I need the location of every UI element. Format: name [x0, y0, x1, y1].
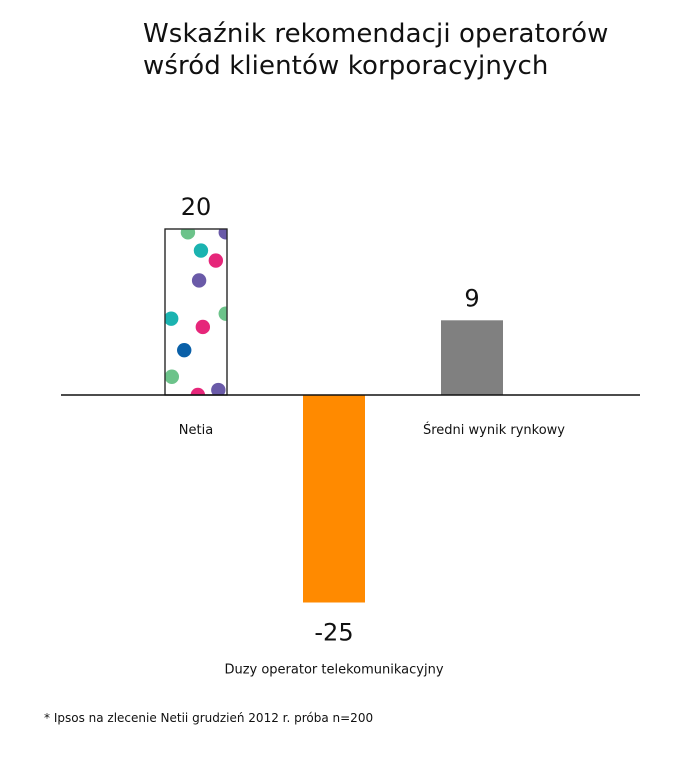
category-label-netia: Netia — [179, 423, 213, 438]
netia-dot — [195, 319, 211, 335]
netia-dot — [165, 311, 179, 326]
netia-dot — [208, 253, 224, 268]
value-label-duzy-operator-telekomunikacyjny: -25 — [314, 619, 353, 647]
bar-chart: 20 Netia -25 Duzy operator telekomunikacyjn… — [61, 193, 640, 678]
netia-dot — [191, 273, 207, 288]
category-label-sredni-wynik-rynkowy: Średni wynik rynkowy — [423, 422, 565, 438]
source-footnote: * Ipsos na zlecenie Netii grudzień 2012 … — [44, 711, 374, 725]
chart-title-line-1: Wskaźnik rekomendacji operatorów — [143, 19, 609, 49]
chart-title: Wskaźnik rekomendacji operatorów wśród k… — [143, 18, 608, 82]
netia-dot — [218, 229, 227, 240]
bar-duzy-operator-telekomunikacyjny — [303, 395, 365, 603]
netia-dot — [180, 229, 196, 240]
netia-dot — [165, 369, 180, 384]
netia-dot — [211, 382, 226, 395]
netia-dot — [177, 342, 192, 358]
bar-sredni-wynik-rynkowy — [441, 320, 503, 395]
value-label-sredni-wynik-rynkowy: 9 — [464, 284, 479, 312]
bars-group — [164, 228, 503, 603]
netia-dot — [193, 243, 209, 258]
netia-dot — [218, 306, 227, 321]
netia-dot — [190, 387, 206, 395]
value-label-netia: 20 — [181, 193, 212, 221]
netia-dot-pattern — [165, 229, 227, 395]
chart-title-line-2: wśród klientów korporacyjnych — [143, 51, 549, 81]
labels-group: 20 Netia -25 Duzy operator telekomunikacyjn… — [179, 193, 566, 678]
category-label-duzy-operator-telekomunikacyjny: Duzy operator telekomunikacyjny — [224, 663, 443, 678]
